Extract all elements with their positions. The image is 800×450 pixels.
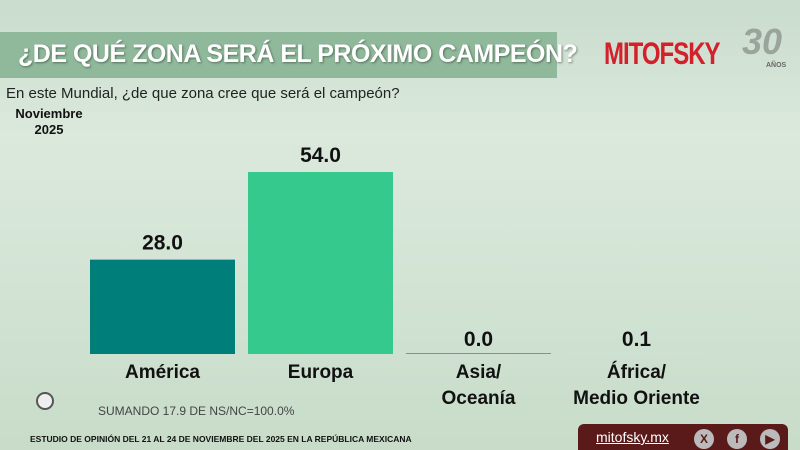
survey-question: En este Mundial, ¿de que zona cree que s… — [6, 85, 400, 102]
category-label-2: Oceanía — [442, 388, 516, 409]
value-label-0: 28.0 — [142, 232, 183, 255]
category-label-3: África/ — [607, 361, 667, 383]
mitofsky-logo: MITOFSKY — [604, 36, 721, 72]
study-footer: ESTUDIO DE OPINIÓN DEL 21 AL 24 DE NOVIE… — [30, 434, 412, 444]
soccer-ball-icon — [36, 392, 54, 410]
period-label: Noviembre 2025 — [14, 106, 84, 138]
facebook-icon[interactable]: f — [727, 429, 747, 449]
bar-2 — [406, 353, 551, 354]
category-label-1: Europa — [288, 362, 354, 383]
anniversary-badge: 30 — [742, 21, 783, 62]
bar-3 — [564, 353, 709, 354]
bar-1 — [248, 172, 393, 354]
period-year: 2025 — [34, 122, 64, 137]
page-title: ¿DE QUÉ ZONA SERÁ EL PRÓXIMO CAMPEÓN? — [18, 40, 578, 68]
ns-nc-note: SUMANDO 17.9 DE NS/NC=100.0% — [98, 404, 295, 418]
value-label-3: 0.1 — [622, 328, 652, 351]
anniversary-badge-sub: AÑOS — [766, 62, 787, 69]
social-bar — [578, 424, 788, 450]
bar-0 — [90, 259, 235, 354]
x-icon[interactable]: X — [694, 429, 714, 449]
youtube-icon[interactable]: ▶ — [760, 429, 780, 449]
value-label-2: 0.0 — [464, 328, 493, 351]
title-band — [0, 32, 557, 78]
period-month: Noviembre — [15, 106, 83, 121]
category-label-3: Medio Oriente — [573, 388, 700, 409]
website-link[interactable]: mitofsky.mx — [596, 429, 669, 445]
category-label-2: Asia/ — [456, 362, 502, 383]
value-label-1: 54.0 — [300, 144, 341, 167]
category-label-0: América — [125, 362, 200, 383]
